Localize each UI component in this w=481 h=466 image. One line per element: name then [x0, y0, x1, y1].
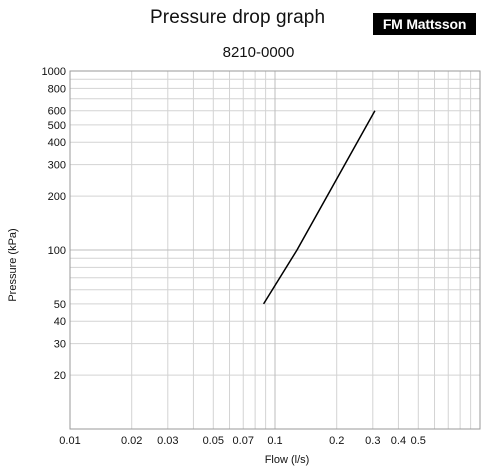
- chart-title: Pressure drop graph: [150, 7, 326, 28]
- x-axis-label: Flow (l/s): [265, 454, 310, 466]
- y-tick-label: 800: [48, 83, 66, 95]
- x-tick-label: 0.05: [203, 435, 224, 447]
- y-tick-label: 500: [48, 120, 66, 132]
- x-tick-label: 0.03: [157, 435, 178, 447]
- y-tick-labels: 20 30 40 50 100 200 300 400 500 600 800 1000: [42, 66, 66, 382]
- x-tick-label: 0.1: [267, 435, 282, 447]
- x-tick-label: 0.3: [365, 435, 380, 447]
- series-line: [262, 110, 376, 305]
- x-tick-label: 0.02: [121, 435, 142, 447]
- y-tick-label: 30: [54, 339, 66, 351]
- y-tick-label: 100: [48, 245, 66, 257]
- series-layer: [262, 110, 376, 305]
- brand-logo: FM Mattsson: [373, 13, 476, 35]
- x-tick-label: 0.2: [329, 435, 344, 447]
- x-tick-label: 0.4: [391, 435, 406, 447]
- x-tick-label: 0.07: [233, 435, 254, 447]
- x-tick-label: 0.01: [59, 435, 80, 447]
- y-axis-label: Pressure (kPa): [7, 228, 19, 301]
- chart-subtitle: 8210-0000: [222, 44, 295, 61]
- y-tick-label: 50: [54, 299, 66, 311]
- y-tick-label: 300: [48, 160, 66, 172]
- y-tick-label: 400: [48, 137, 66, 149]
- y-tick-label: 1000: [42, 66, 66, 78]
- y-tick-label: 600: [48, 106, 66, 118]
- y-tick-label: 20: [54, 370, 66, 382]
- x-tick-label: 0.5: [411, 435, 426, 447]
- y-tick-label: 40: [54, 316, 66, 328]
- plot-frame: [69, 70, 481, 430]
- x-tick-labels: 0.01 0.02 0.03 0.05 0.07 0.1 0.2 0.3 0.4 0.5: [59, 435, 426, 447]
- y-tick-label: 200: [48, 191, 66, 203]
